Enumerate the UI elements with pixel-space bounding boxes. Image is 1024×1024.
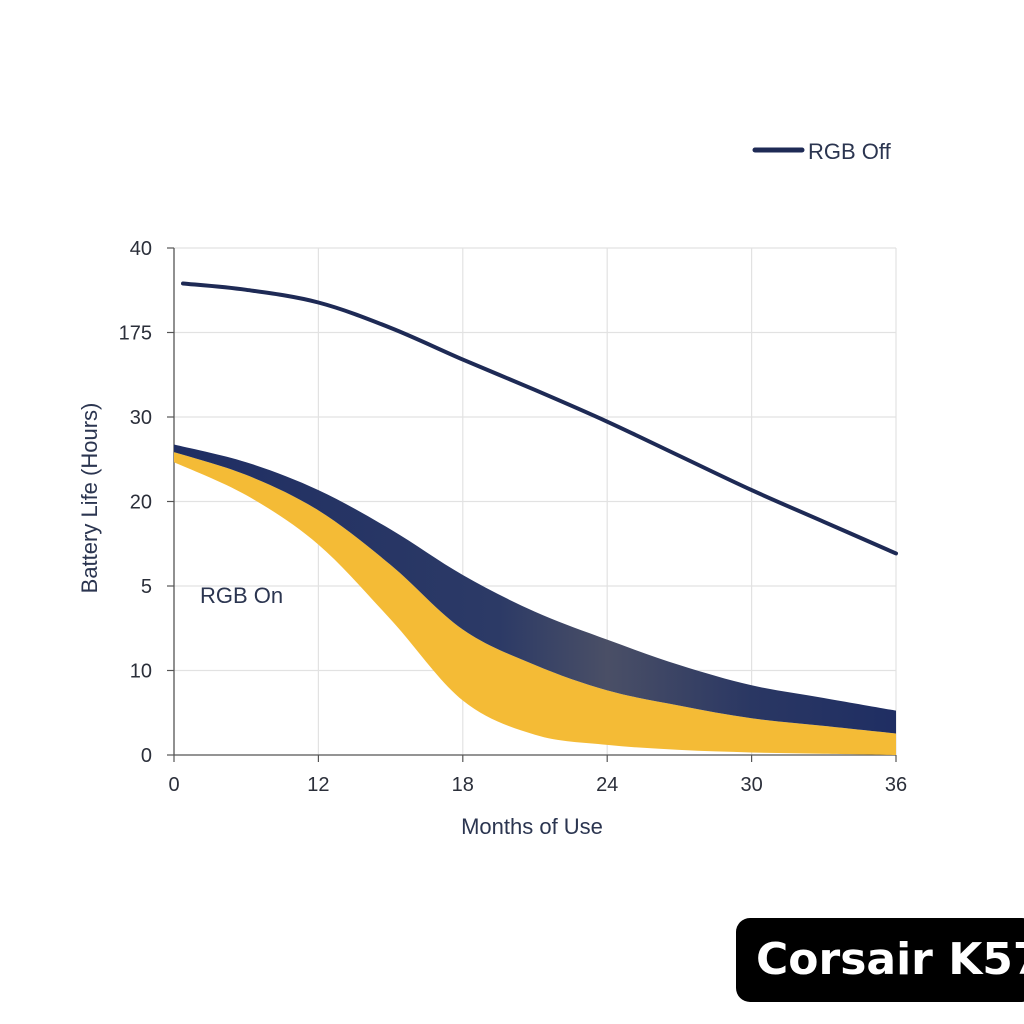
- y-tick-label: 10: [130, 661, 152, 683]
- y-axis-label: Battery Life (Hours): [77, 403, 102, 594]
- legend-label-rgb-off: RGB Off: [808, 139, 892, 164]
- x-tick-label: 18: [452, 774, 474, 796]
- y-tick-label: 175: [119, 323, 152, 345]
- x-axis-label: Months of Use: [461, 814, 603, 839]
- rgb-on-annotation: RGB On: [200, 583, 283, 608]
- plot-marks: [174, 281, 898, 755]
- rgb-off-line: [181, 281, 898, 556]
- y-tick-label: 5: [141, 576, 152, 598]
- x-tick-label: 0: [168, 774, 179, 796]
- y-tick-label: 0: [141, 745, 152, 767]
- y-tick-label: 20: [130, 492, 152, 514]
- x-tick-label: 12: [307, 774, 329, 796]
- y-tick-label: 30: [130, 407, 152, 429]
- x-tick-label: 36: [885, 774, 907, 796]
- x-tick-label: 24: [596, 774, 618, 796]
- rgb-on-yellow-band: [174, 452, 896, 755]
- tick-labels: 0 10 5 20 30 175 40 0 12 18 24 30 36: [119, 238, 908, 796]
- rgb-on-navy-band: [174, 444, 896, 734]
- y-tick-label: 40: [130, 238, 152, 260]
- product-badge: Corsair K57: [736, 918, 1024, 1002]
- x-tick-label: 30: [740, 774, 762, 796]
